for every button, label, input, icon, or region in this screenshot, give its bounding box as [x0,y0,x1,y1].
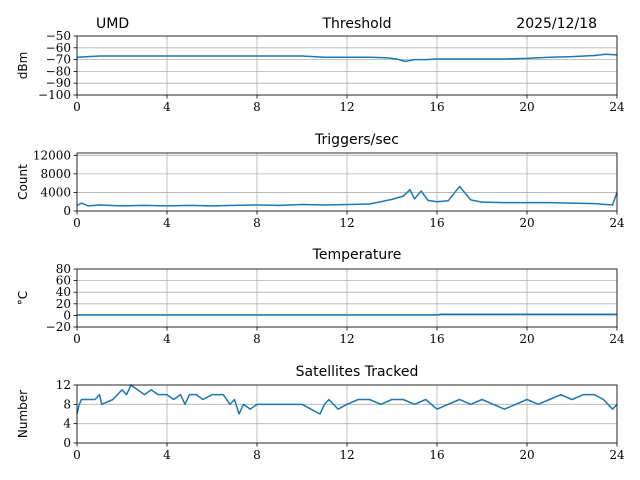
series-line [76,384,618,415]
chart-panel-2: 0 4 8 12 16 20 24 0 4000 8000 12000 Triggers/sec Cou… [16,132,625,230]
x-tick-label: 24 [609,332,625,346]
header-right: 2025/12/18 [516,16,597,32]
x-tick-label: 0 [73,332,81,346]
series-line [76,185,618,207]
y-tick-label: −90 [46,76,71,90]
series-line [77,313,617,316]
y-tick-label: 40 [56,285,71,299]
y-tick-label: −70 [46,53,71,67]
x-tick-label: 16 [429,100,444,114]
y-tick-label: 0 [63,436,71,450]
header-left: UMD [96,16,129,32]
x-tick-label: 4 [163,216,171,230]
y-tick-label: 4 [63,417,71,431]
y-axis-label: dBm [16,52,30,80]
series-line [76,53,618,63]
x-tick-label: 8 [253,332,261,346]
y-axis-label: °C [16,291,30,305]
y-tick-label: −80 [46,64,71,78]
x-tick-label: 0 [73,216,81,230]
y-tick-label: −50 [46,29,71,43]
chart-panel-1: 0 4 8 12 16 20 24 −100−90−80−70−60−50 Threshold d… [16,16,625,114]
x-tick-label: 24 [609,216,625,230]
x-tick-label: 20 [519,448,534,462]
x-tick-label: 12 [339,100,354,114]
x-tick-label: 4 [163,100,171,114]
chart-title: Threshold [322,16,392,32]
x-tick-label: 16 [429,448,444,462]
y-tick-label: 20 [56,297,71,311]
y-axis-label: Count [16,164,30,200]
x-tick-label: 0 [73,100,81,114]
x-tick-label: 8 [253,100,261,114]
chart-panel-4: 0 4 8 12 16 20 24 0 4 8 12 Satellites Tracked Number [16,364,625,462]
x-tick-label: 16 [429,332,444,346]
x-tick-label: 4 [163,448,171,462]
chart-title: Triggers/sec [314,132,399,148]
x-tick-label: 16 [429,216,444,230]
x-tick-label: 24 [609,100,625,114]
y-tick-label: 80 [56,262,71,276]
y-tick-label: 0 [63,308,71,322]
x-tick-label: 20 [519,216,534,230]
y-tick-label: 8000 [40,167,71,181]
y-tick-label: 12000 [33,148,71,162]
y-tick-label: −60 [46,41,71,55]
x-tick-label: 12 [339,216,354,230]
x-tick-label: 12 [339,332,354,346]
y-tick-label: 60 [56,274,71,288]
chart-title: Satellites Tracked [296,364,419,380]
y-axis-label: Number [16,390,30,438]
x-tick-label: 20 [519,100,534,114]
x-tick-label: 8 [253,216,261,230]
x-tick-label: 20 [519,332,534,346]
y-tick-label: 8 [63,397,71,411]
y-tick-label: 0 [63,204,71,218]
y-tick-label: −20 [46,320,71,334]
chart-title: Temperature [312,247,402,263]
y-tick-label: −100 [38,88,71,102]
y-tick-label: 4000 [40,185,71,199]
x-tick-label: 4 [163,332,171,346]
x-tick-label: 12 [339,448,354,462]
y-tick-label: 12 [56,378,71,392]
x-tick-label: 0 [73,448,81,462]
x-tick-label: 24 [609,448,625,462]
x-tick-label: 8 [253,448,261,462]
